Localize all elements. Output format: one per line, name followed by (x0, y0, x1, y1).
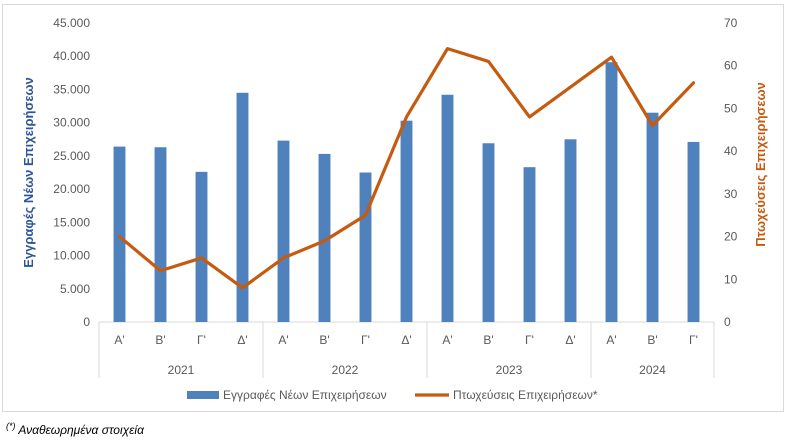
right-axis-title: Πτωχεύσεις Επιχειρήσεων (753, 82, 768, 247)
category-label: Β' (319, 333, 329, 347)
left-tick-label: 35.000 (53, 82, 90, 96)
bar (646, 112, 659, 322)
right-tick-label: 10 (724, 272, 738, 286)
category-label: Β' (647, 333, 657, 347)
left-tick-label: 0 (83, 315, 90, 329)
legend: Εγγραφές Νέων Επιχειρήσεων Πτωχεύσεις Επ… (187, 388, 598, 402)
category-label: Γ' (525, 333, 534, 347)
left-tick-label: 25.000 (53, 149, 90, 163)
bar (482, 143, 495, 322)
left-tick-label: 20.000 (53, 182, 90, 196)
category-separators (98, 322, 715, 378)
left-tick-label: 40.000 (53, 49, 90, 63)
category-label: Β' (155, 333, 165, 347)
right-tick-label: 0 (724, 315, 731, 329)
legend-bar-swatch (187, 391, 219, 399)
left-tick-label: 45.000 (53, 16, 90, 30)
bar-series (113, 62, 700, 323)
legend-line-label: Πτωχεύσεις Επιχειρήσεων* (453, 388, 598, 402)
left-tick-label: 10.000 (53, 249, 90, 263)
year-labels: 2021 2022 2023 2024 (168, 363, 667, 377)
category-label: Δ' (401, 333, 411, 347)
bar (195, 171, 208, 322)
bar (605, 62, 618, 323)
right-tick-label: 70 (724, 16, 738, 30)
x-axis-labels: Α' Β' Γ' Δ' Α' Β' Γ' Δ' Α' Β' Γ' Δ' Α' Β' Γ' (114, 333, 698, 347)
category-label: Γ' (689, 333, 698, 347)
category-label: Γ' (361, 333, 370, 347)
right-tick-label: 60 (724, 59, 738, 73)
legend-bar-label: Εγγραφές Νέων Επιχειρήσεων (223, 388, 387, 402)
line-series (117, 47, 696, 290)
combo-chart: 0 5.000 10.000 15.000 20.000 25.000 30.000 35.0… (21, 16, 768, 402)
left-tick-label: 30.000 (53, 116, 90, 130)
bar (441, 94, 454, 322)
bar (400, 120, 413, 322)
bar (564, 139, 577, 322)
bar (113, 146, 126, 322)
right-tick-label: 50 (724, 101, 738, 115)
category-label: Γ' (197, 333, 206, 347)
category-label: Α' (606, 333, 616, 347)
bar (359, 172, 372, 322)
left-tick-label: 5.000 (60, 282, 90, 296)
year-label: 2024 (639, 363, 666, 377)
right-tick-label: 20 (724, 230, 738, 244)
bar (277, 140, 290, 322)
year-label: 2021 (168, 363, 195, 377)
bar (318, 153, 331, 322)
category-label: Α' (114, 333, 124, 347)
bar (236, 92, 249, 323)
year-label: 2023 (496, 363, 523, 377)
left-axis-title: Εγγραφές Νέων Επιχειρήσεων (21, 77, 36, 268)
year-label: 2022 (332, 363, 359, 377)
footnote-mark: (*) (6, 421, 16, 431)
right-tick-label: 40 (724, 144, 738, 158)
category-label: Α' (278, 333, 288, 347)
right-tick-label: 30 (724, 187, 738, 201)
category-label: Α' (442, 333, 452, 347)
right-axis-ticks: 0 10 20 30 40 50 60 70 (724, 16, 738, 329)
footnote: (*) Αναθεωρημένα στοιχεία (6, 421, 144, 437)
left-tick-label: 15.000 (53, 215, 90, 229)
category-label: Β' (483, 333, 493, 347)
bar (154, 147, 167, 322)
footnote-text: Αναθεωρημένα στοιχεία (15, 423, 144, 437)
left-axis-ticks: 0 5.000 10.000 15.000 20.000 25.000 30.000 35.0… (53, 16, 90, 329)
category-label: Δ' (565, 333, 575, 347)
bar (687, 141, 700, 322)
bar (523, 167, 536, 322)
category-label: Δ' (237, 333, 247, 347)
chart-frame: 0 5.000 10.000 15.000 20.000 25.000 30.000 35.0… (2, 4, 784, 412)
